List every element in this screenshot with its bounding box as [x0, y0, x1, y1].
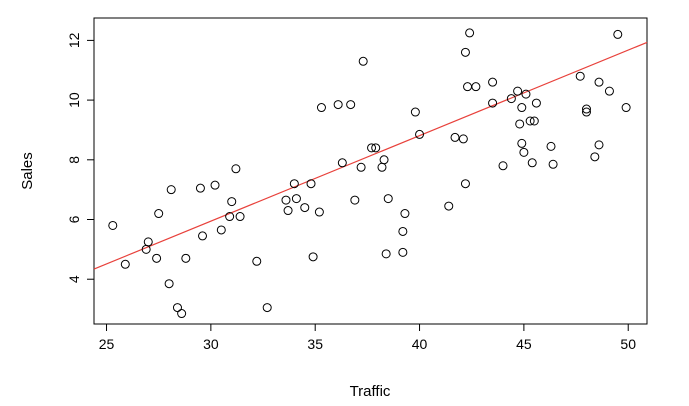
data-point — [281, 195, 291, 205]
data-point — [316, 103, 326, 113]
data-point — [225, 212, 235, 222]
x-tick-label: 50 — [620, 336, 636, 352]
data-point — [231, 164, 241, 174]
data-point — [450, 132, 460, 142]
data-point — [306, 179, 316, 189]
data-point — [525, 116, 535, 126]
data-point — [300, 203, 310, 213]
plot-frame — [93, 17, 648, 325]
data-point — [262, 303, 272, 313]
y-tick-label: 10 — [66, 92, 82, 108]
data-point — [400, 209, 410, 219]
data-point — [513, 86, 523, 96]
data-point — [235, 212, 245, 222]
data-point — [398, 247, 408, 257]
data-point — [367, 143, 377, 153]
data-point — [314, 207, 324, 217]
x-tick-label: 35 — [307, 336, 323, 352]
x-axis: 25 30 35 40 45 50 — [99, 324, 636, 352]
data-point — [252, 256, 262, 266]
data-point — [108, 220, 118, 230]
data-point — [333, 100, 343, 110]
data-point — [575, 71, 585, 81]
data-point — [172, 303, 182, 313]
regression-line — [93, 41, 648, 270]
data-point — [358, 56, 368, 66]
data-point — [383, 194, 393, 204]
data-point — [377, 162, 387, 172]
data-point — [195, 183, 205, 193]
x-tick-label: 40 — [412, 336, 428, 352]
data-point — [371, 143, 381, 153]
data-point — [594, 77, 604, 87]
data-point — [613, 29, 623, 39]
y-tick-label: 8 — [66, 156, 82, 164]
x-axis-title: Traffic — [350, 383, 391, 400]
data-point — [527, 158, 537, 168]
data-point — [283, 206, 293, 216]
data-point — [548, 159, 558, 169]
y-axis: 4 6 8 10 12 — [66, 32, 94, 283]
data-point — [463, 82, 473, 92]
data-point — [198, 231, 208, 241]
data-point — [177, 309, 187, 319]
data-point — [604, 86, 614, 96]
data-point — [337, 158, 347, 168]
data-point — [152, 253, 162, 263]
data-point — [164, 279, 174, 289]
data-point — [289, 179, 299, 189]
x-tick-label: 45 — [516, 336, 532, 352]
data-point — [581, 107, 591, 117]
data-point — [356, 162, 366, 172]
data-point — [465, 28, 475, 38]
data-point — [381, 249, 391, 259]
x-tick-label: 30 — [203, 336, 219, 352]
data-point — [546, 141, 556, 151]
data-point — [581, 104, 591, 114]
y-tick-label: 12 — [66, 32, 82, 48]
data-point — [210, 180, 220, 190]
data-point — [458, 134, 468, 144]
data-point — [379, 155, 389, 165]
data-point — [120, 259, 130, 269]
x-tick-label: 25 — [99, 336, 115, 352]
y-tick-label: 6 — [66, 215, 82, 223]
data-point — [471, 82, 481, 92]
data-point — [415, 129, 425, 139]
data-point — [531, 98, 541, 108]
y-tick-label: 4 — [66, 275, 82, 283]
data-point — [444, 201, 454, 211]
data-point — [350, 195, 360, 205]
data-point — [590, 152, 600, 162]
data-point — [621, 103, 631, 113]
data-point — [410, 107, 420, 117]
data-point — [227, 197, 237, 207]
data-points — [108, 28, 631, 319]
data-point — [517, 103, 527, 113]
data-point — [521, 89, 531, 99]
data-point — [519, 147, 529, 157]
data-point — [346, 100, 356, 110]
data-point — [181, 253, 191, 263]
y-axis-title: Sales — [19, 152, 36, 190]
data-point — [498, 161, 508, 171]
data-point — [166, 185, 176, 195]
data-point — [143, 237, 153, 247]
data-point — [460, 47, 470, 57]
data-point — [291, 194, 301, 204]
data-point — [154, 209, 164, 219]
data-point — [216, 225, 226, 235]
data-point — [398, 226, 408, 236]
data-point — [460, 179, 470, 189]
data-point — [488, 98, 498, 108]
data-point — [515, 119, 525, 129]
data-point — [308, 252, 318, 262]
data-point — [517, 138, 527, 148]
data-point — [594, 140, 604, 150]
data-point — [488, 77, 498, 87]
data-point — [529, 116, 539, 126]
data-point — [506, 94, 516, 104]
